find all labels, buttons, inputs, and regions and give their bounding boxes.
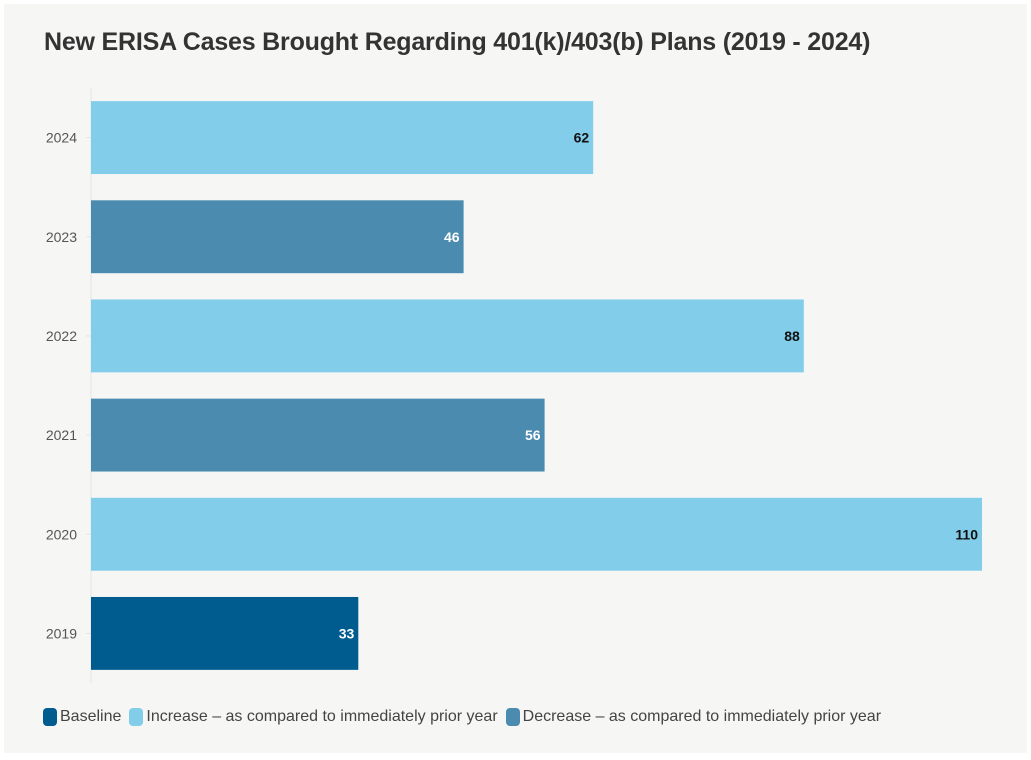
- bar-2022[interactable]: [91, 299, 804, 373]
- legend-swatch-decrease: [505, 708, 520, 726]
- legend-swatch-increase: [129, 708, 144, 726]
- bar-2023[interactable]: [91, 200, 464, 274]
- legend-label-decrease: Decrease – as compared to immediately pr…: [522, 708, 882, 725]
- legend-item-baseline[interactable]: Baseline: [43, 708, 121, 726]
- y-tick-label-2022: 2022: [46, 328, 77, 344]
- bar-2021[interactable]: [91, 398, 545, 472]
- bar-2020[interactable]: [91, 497, 982, 571]
- data-label-2019: 33: [339, 625, 355, 641]
- y-tick-label-2020: 2020: [46, 526, 77, 542]
- y-tick-label-2021: 2021: [46, 427, 77, 443]
- data-label-2023: 46: [444, 229, 460, 245]
- legend-label-increase: Increase – as compared to immediately pr…: [146, 708, 498, 725]
- chart-title: New ERISA Cases Brought Regarding 401(k)…: [44, 28, 871, 56]
- data-labels: 62 46 88 56 110 33: [339, 130, 978, 642]
- y-tick-label-2019: 2019: [46, 625, 77, 641]
- legend-label-baseline: Baseline: [60, 708, 122, 725]
- bars-group: [91, 101, 982, 670]
- y-tick-labels: 2024 2023 2022 2021 2020 2019: [46, 130, 91, 641]
- y-tick-label-2024: 2024: [46, 130, 77, 146]
- data-label-2024: 62: [574, 130, 590, 146]
- legend-item-increase[interactable]: Increase – as compared to immediately pr…: [129, 708, 498, 726]
- data-label-2022: 88: [784, 328, 800, 344]
- bar-2024[interactable]: [91, 101, 594, 175]
- y-tick-label-2023: 2023: [46, 229, 77, 245]
- legend: Baseline Increase – as compared to immed…: [43, 708, 889, 726]
- data-label-2021: 56: [525, 427, 541, 443]
- bar-2019[interactable]: [91, 596, 359, 670]
- data-label-2020: 110: [955, 526, 978, 542]
- legend-swatch-baseline: [43, 708, 57, 726]
- legend-item-decrease[interactable]: Decrease – as compared to immediately pr…: [505, 708, 882, 726]
